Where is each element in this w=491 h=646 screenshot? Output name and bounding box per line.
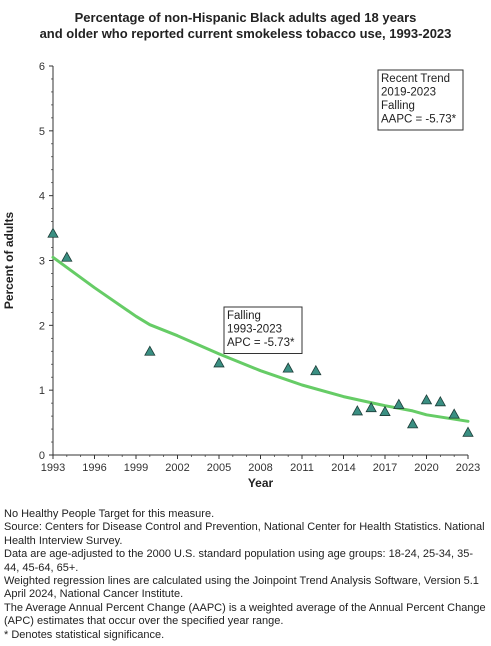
x-tick-label: 1996 [82, 462, 106, 474]
note-aapc: The Average Annual Percent Change (AAPC)… [4, 601, 486, 628]
data-point-triangle [462, 426, 474, 437]
x-tick-label: 1999 [124, 462, 148, 474]
x-tick-label: 2023 [456, 462, 480, 474]
data-point-triangle [379, 405, 391, 416]
chart-notes: No Healthy People Target for this measur… [4, 508, 488, 642]
y-tick-label: 0 [39, 450, 45, 462]
annotation-line: 2019-2023 [381, 87, 436, 99]
x-tick-label: 2014 [331, 462, 355, 474]
data-point-triangle [351, 405, 364, 416]
data-point-triangle [213, 357, 225, 368]
smokeless-tobacco-chart: 0 1 2 3 4 5 6 1993 1996 1999 2002 2005 2008 2011 2014 2… [2, 61, 480, 490]
data-point-triangle [448, 408, 460, 419]
annotation-line: 1993-2023 [227, 324, 282, 336]
x-tick-label: 2017 [373, 462, 397, 474]
y-tick-label: 6 [39, 61, 45, 73]
y-tick-label: 2 [39, 320, 45, 332]
x-tick-label: 2008 [248, 462, 272, 474]
x-tick-label: 2011 [290, 462, 314, 474]
chart-title-line-1: Percentage of non-Hispanic Black adults … [74, 10, 417, 25]
note-regression: Weighted regression lines are calculated… [4, 575, 479, 601]
y-axis-label: Percent of adults [2, 212, 16, 310]
x-tick-label: 2005 [207, 462, 231, 474]
annotation-line: Falling [381, 100, 415, 112]
annotation-line: Falling [227, 310, 261, 322]
x-tick-label: 2002 [165, 462, 189, 474]
annotation-box [377, 69, 464, 131]
annotation-line: APC = -5.73* [227, 337, 295, 349]
annotation-box [223, 306, 303, 354]
data-point-triangle [47, 227, 59, 238]
x-tick-label: 2020 [414, 462, 438, 474]
data-point-triangle [406, 418, 419, 429]
y-tick-label: 1 [39, 385, 45, 397]
chart-title: Percentage of non-Hispanic Black adults … [0, 10, 491, 42]
x-axis-label: Year [248, 476, 274, 490]
annotation-line: AAPC = -5.73* [381, 114, 457, 126]
y-tick-label: 3 [39, 256, 45, 268]
note-target: No Healthy People Target for this measur… [4, 508, 215, 520]
data-point-triangle [420, 394, 433, 405]
note-age-adjusted: Data are age-adjusted to the 2000 U.S. s… [4, 548, 474, 574]
x-tick-label: 1993 [41, 462, 65, 474]
annotation-line: Recent Trend [381, 73, 450, 85]
data-point-triangle [144, 345, 156, 356]
y-tick-label: 5 [39, 126, 45, 138]
data-point-triangle [434, 396, 447, 407]
data-point-triangle [393, 398, 405, 409]
data-point-triangle [282, 362, 294, 373]
data-point-triangle [365, 401, 377, 413]
data-point-triangle [310, 364, 322, 376]
data-point-triangle [61, 251, 73, 262]
trend-line [51, 255, 470, 423]
note-significance: * Denotes statistical significance. [4, 628, 165, 641]
y-tick-label: 4 [39, 191, 45, 203]
note-source: Source: Centers for Disease Control and … [4, 521, 485, 547]
chart-title-line-2: and older who reported current smokeless… [39, 26, 452, 41]
